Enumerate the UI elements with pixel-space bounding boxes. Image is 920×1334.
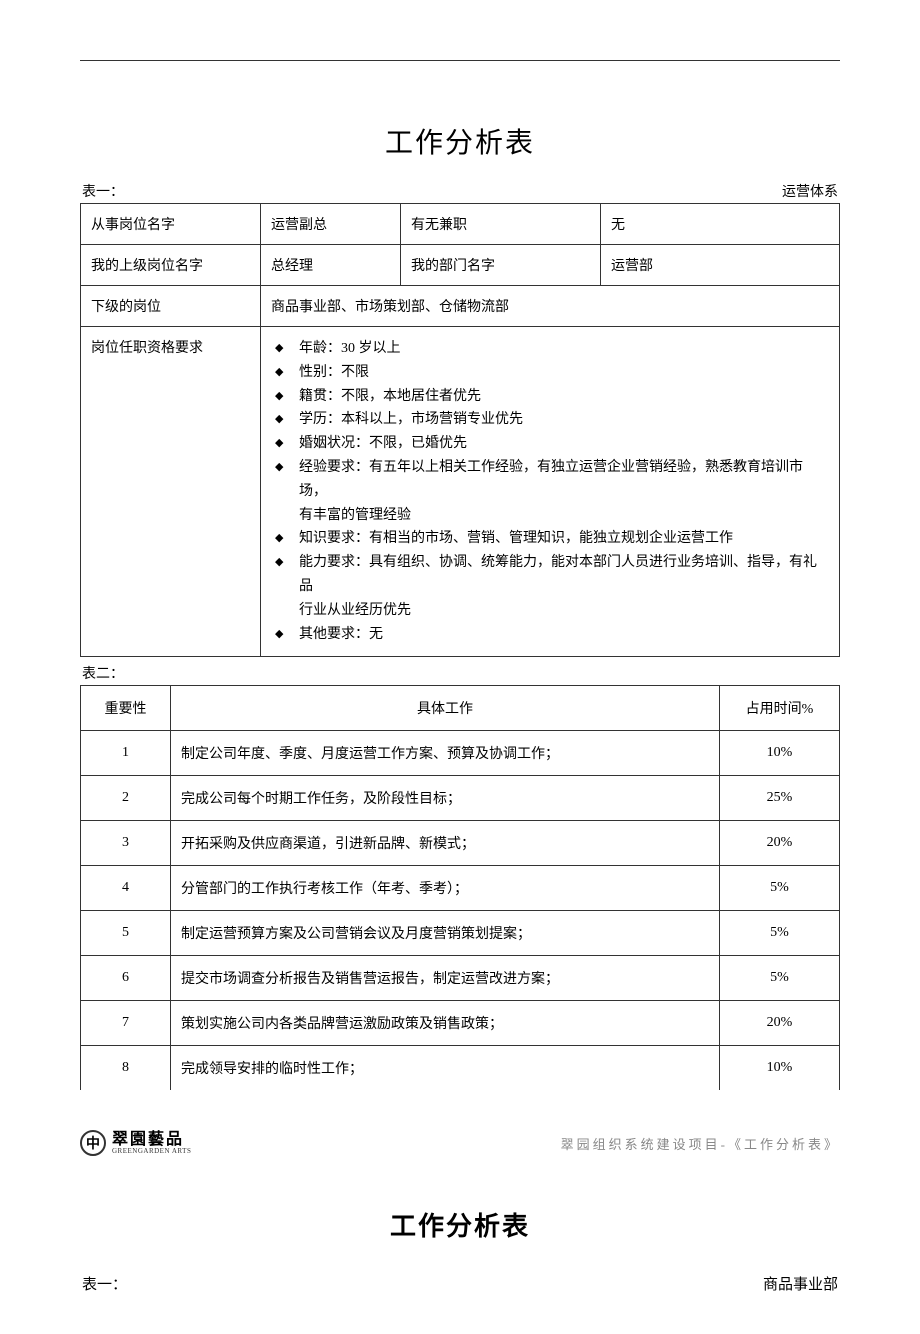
table2: 重要性 具体工作 占用时间% 1制定公司年度、季度、月度运营工作方案、预算及协调… <box>80 685 840 1090</box>
cell-importance: 8 <box>81 1046 171 1091</box>
cell-time: 5% <box>720 956 840 1001</box>
cell-work: 分管部门的工作执行考核工作（年考、季考）； <box>171 866 720 911</box>
table1-right-label-2: 商品事业部 <box>763 1273 838 1294</box>
requirement-item: 婚姻状况：不限，已婚优先 <box>271 432 829 456</box>
cell-work: 策划实施公司内各类品牌营运激励政策及销售政策； <box>171 1001 720 1046</box>
cell-time: 10% <box>720 1046 840 1091</box>
table-row: 2完成公司每个时期工作任务，及阶段性目标；25% <box>81 776 840 821</box>
th-importance: 重要性 <box>81 686 171 731</box>
page-footer: 中 翠園藝品 GREENGARDEN ARTS 翠园组织系统建设项目-《工作分析… <box>0 1110 920 1166</box>
requirements-list: 年龄：30 岁以上性别：不限籍贯：不限，本地居住者优先学历：本科以上，市场营销专… <box>271 337 829 646</box>
requirement-item: 知识要求：有相当的市场、营销、管理知识，能独立规划企业运营工作 <box>271 527 829 551</box>
requirement-item: 籍贯：不限，本地居住者优先 <box>271 385 829 409</box>
cell-work: 完成公司每个时期工作任务，及阶段性目标； <box>171 776 720 821</box>
page-2: 工作分析表 表一： 商品事业部 <box>0 1206 920 1334</box>
cell-work: 制定运营预算方案及公司营销会议及月度营销策划提案； <box>171 911 720 956</box>
cell-value: 总经理 <box>261 245 401 286</box>
th-work: 具体工作 <box>171 686 720 731</box>
table-row: 1制定公司年度、季度、月度运营工作方案、预算及协调工作；10% <box>81 731 840 776</box>
cell-time: 20% <box>720 821 840 866</box>
requirement-item: 性别：不限 <box>271 361 829 385</box>
logo-icon: 中 <box>80 1130 106 1156</box>
cell-label: 我的部门名字 <box>401 245 601 286</box>
cell-time: 5% <box>720 866 840 911</box>
requirement-item: 其他要求：无 <box>271 623 829 647</box>
page-1: 工作分析表 表一： 运营体系 从事岗位名字 运营副总 有无兼职 无 我的上级岗位… <box>0 0 920 1110</box>
logo-text: 翠園藝品 GREENGARDEN ARTS <box>112 1132 191 1155</box>
cell-time: 10% <box>720 731 840 776</box>
table1-left-label: 表一： <box>82 181 124 201</box>
table-row: 下级的岗位 商品事业部、市场策划部、仓储物流部 <box>81 286 840 327</box>
page-title-2: 工作分析表 <box>80 1206 840 1243</box>
requirement-item: 行业从业经历优先 <box>271 599 829 623</box>
requirements-cell: 年龄：30 岁以上性别：不限籍贯：不限，本地居住者优先学历：本科以上，市场营销专… <box>261 327 840 657</box>
cell-time: 5% <box>720 911 840 956</box>
cell-work: 提交市场调查分析报告及销售营运报告，制定运营改进方案； <box>171 956 720 1001</box>
table1: 从事岗位名字 运营副总 有无兼职 无 我的上级岗位名字 总经理 我的部门名字 运… <box>80 203 840 657</box>
cell-importance: 1 <box>81 731 171 776</box>
requirement-item: 有丰富的管理经验 <box>271 504 829 528</box>
logo-cn-text: 翠園藝品 <box>112 1132 191 1148</box>
requirement-item: 能力要求：具有组织、协调、统筹能力，能对本部门人员进行业务培训、指导，有礼品 <box>271 551 829 599</box>
cell-importance: 5 <box>81 911 171 956</box>
cell-value: 运营部 <box>601 245 840 286</box>
table-row: 7策划实施公司内各类品牌营运激励政策及销售政策；20% <box>81 1001 840 1046</box>
cell-importance: 2 <box>81 776 171 821</box>
table1-header-row-2: 表一： 商品事业部 <box>80 1273 840 1294</box>
cell-label: 我的上级岗位名字 <box>81 245 261 286</box>
table-row: 6提交市场调查分析报告及销售营运报告，制定运营改进方案；5% <box>81 956 840 1001</box>
requirement-item: 年龄：30 岁以上 <box>271 337 829 361</box>
table-header-row: 重要性 具体工作 占用时间% <box>81 686 840 731</box>
cell-value: 无 <box>601 204 840 245</box>
cell-importance: 4 <box>81 866 171 911</box>
table-row: 4分管部门的工作执行考核工作（年考、季考）；5% <box>81 866 840 911</box>
table-row: 从事岗位名字 运营副总 有无兼职 无 <box>81 204 840 245</box>
cell-label: 岗位任职资格要求 <box>81 327 261 657</box>
footer-right-text: 翠园组织系统建设项目-《工作分析表》 <box>561 1134 840 1153</box>
table-row: 我的上级岗位名字 总经理 我的部门名字 运营部 <box>81 245 840 286</box>
cell-time: 25% <box>720 776 840 821</box>
table2-label: 表二： <box>80 663 840 683</box>
top-divider <box>80 60 840 61</box>
table1-right-label: 运营体系 <box>782 181 838 201</box>
cell-time: 20% <box>720 1001 840 1046</box>
table2-body: 1制定公司年度、季度、月度运营工作方案、预算及协调工作；10%2完成公司每个时期… <box>81 731 840 1091</box>
table-row: 岗位任职资格要求 年龄：30 岁以上性别：不限籍贯：不限，本地居住者优先学历：本… <box>81 327 840 657</box>
table-row: 8完成领导安排的临时性工作；10% <box>81 1046 840 1091</box>
page-title: 工作分析表 <box>80 121 840 161</box>
table-row: 5制定运营预算方案及公司营销会议及月度营销策划提案；5% <box>81 911 840 956</box>
footer-logo: 中 翠園藝品 GREENGARDEN ARTS <box>80 1130 191 1156</box>
cell-label: 从事岗位名字 <box>81 204 261 245</box>
cell-importance: 6 <box>81 956 171 1001</box>
cell-importance: 3 <box>81 821 171 866</box>
logo-en-text: GREENGARDEN ARTS <box>112 1148 191 1155</box>
table1-left-label-2: 表一： <box>82 1273 127 1294</box>
requirement-item: 经验要求：有五年以上相关工作经验，有独立运营企业营销经验，熟悉教育培训市场， <box>271 456 829 504</box>
requirement-item: 学历：本科以上，市场营销专业优先 <box>271 408 829 432</box>
cell-value: 运营副总 <box>261 204 401 245</box>
th-time: 占用时间% <box>720 686 840 731</box>
table1-header-row: 表一： 运营体系 <box>80 181 840 201</box>
table-row: 3开拓采购及供应商渠道，引进新品牌、新模式；20% <box>81 821 840 866</box>
cell-importance: 7 <box>81 1001 171 1046</box>
cell-label: 有无兼职 <box>401 204 601 245</box>
cell-work: 完成领导安排的临时性工作； <box>171 1046 720 1091</box>
cell-value: 商品事业部、市场策划部、仓储物流部 <box>261 286 840 327</box>
cell-label: 下级的岗位 <box>81 286 261 327</box>
cell-work: 制定公司年度、季度、月度运营工作方案、预算及协调工作； <box>171 731 720 776</box>
cell-work: 开拓采购及供应商渠道，引进新品牌、新模式； <box>171 821 720 866</box>
